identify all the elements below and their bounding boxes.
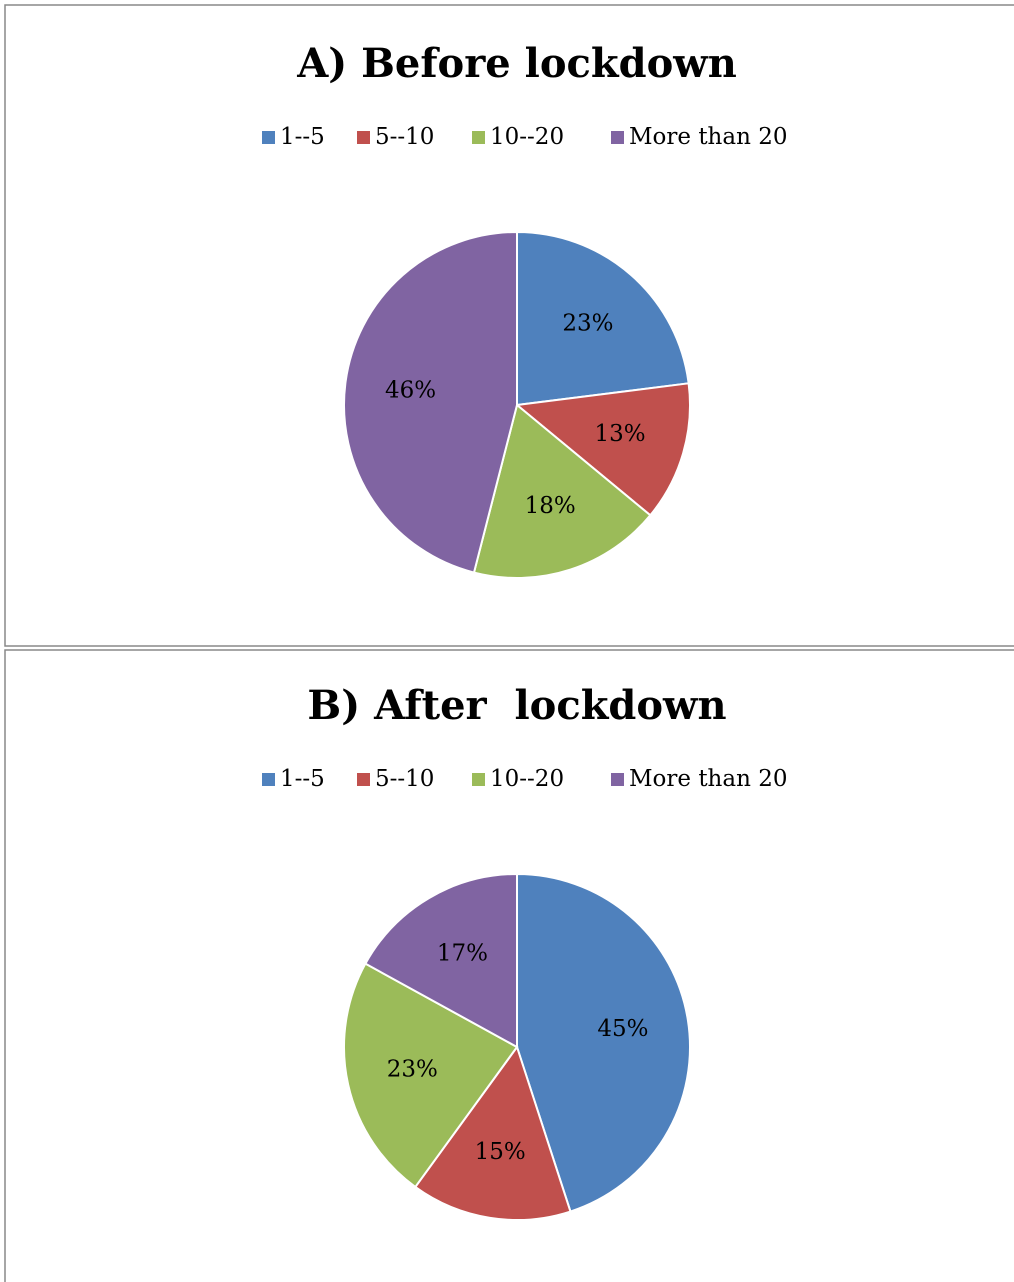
legend-swatch [472, 773, 485, 786]
pie-slice [514, 382, 691, 517]
legend-label: 10--20 [490, 124, 564, 150]
legend-swatch [611, 131, 624, 144]
pie-slice [413, 1044, 572, 1221]
data-label: 17% [437, 941, 488, 967]
data-label: 45% [597, 1016, 648, 1042]
data-label: 23% [387, 1056, 438, 1082]
data-label: 15% [475, 1139, 526, 1165]
pie-slice [516, 230, 690, 407]
pie-slice [516, 872, 691, 1213]
legend-swatch [472, 131, 485, 144]
legend-swatch [357, 773, 370, 786]
legend-label: 5--10 [375, 124, 434, 150]
legend-label: More than 20 [629, 766, 787, 792]
pie-slice [364, 872, 518, 1049]
legend-label: More than 20 [629, 124, 787, 150]
legend-swatch [357, 131, 370, 144]
pie-slice [472, 403, 652, 579]
data-label: 46% [385, 378, 436, 404]
legend-swatch [262, 131, 275, 144]
pie-slice [343, 962, 519, 1189]
chart-title: A) Before lockdown [296, 40, 737, 87]
legend-label: 1--5 [280, 124, 325, 150]
data-label: 13% [594, 421, 645, 447]
legend-swatch [262, 773, 275, 786]
data-label: 23% [562, 311, 613, 337]
legend-swatch [611, 773, 624, 786]
pie-slice [343, 230, 518, 574]
data-label: 18% [525, 493, 576, 519]
legend-label: 5--10 [375, 766, 434, 792]
legend-label: 1--5 [280, 766, 325, 792]
legend-label: 10--20 [490, 766, 564, 792]
chart-title: B) After lockdown [307, 682, 726, 729]
